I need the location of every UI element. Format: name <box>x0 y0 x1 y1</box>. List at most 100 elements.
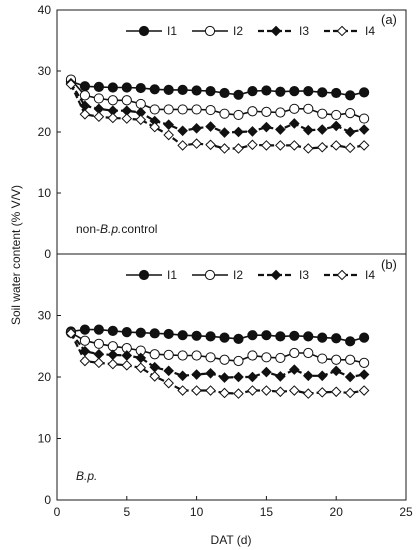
panel-b-series-I2-point <box>149 349 160 360</box>
panel-a-series-I2-point <box>303 103 314 114</box>
panel-a-series-I1-point <box>121 82 132 93</box>
panel-a-series-I1-point <box>107 82 118 93</box>
panel-a-label: (a) <box>381 12 397 27</box>
panel-b: 0 10 20 30 0 5 10 15 20 25 I1 I2 I3 I4 (b) B.p. <box>38 253 413 519</box>
panel-a-series-I4-point <box>163 129 174 141</box>
panel-b-series-I2-point <box>359 357 370 368</box>
panel-b-series-I1-point <box>289 330 300 341</box>
panel-a-y-ticks: 0 10 20 30 40 <box>38 3 61 261</box>
panel-b-series-I1-line <box>70 328 365 343</box>
panel-b-series-I2-point <box>261 352 272 363</box>
panel-b-series-I4-point <box>65 328 77 339</box>
panel-a-y-tick-label: 30 <box>38 64 52 78</box>
panel-b-x-ticks: 0 5 10 15 20 25 <box>54 496 413 519</box>
panel-a-series-I1-point <box>345 90 356 101</box>
panel-b-series-I1-point <box>163 328 174 340</box>
panel-a-series-I4-point <box>302 143 314 154</box>
panel-b-series-I4-point <box>191 385 202 396</box>
panel-a-y-tick-label: 10 <box>38 186 52 200</box>
panel-b-legend-I3-label: I3 <box>299 268 309 282</box>
panel-b-legend-I2-marker <box>204 269 216 281</box>
panel-a-legend-I4-marker <box>336 25 348 37</box>
panel-b-y-tick-label: 10 <box>38 432 52 446</box>
panel-a-legend-I1-label: I1 <box>167 24 177 38</box>
panel-b-legend-I2-label: I2 <box>233 268 243 282</box>
panel-a-series-I2-point <box>177 104 188 115</box>
panel-b-series-I1-point <box>345 336 356 347</box>
panel-a-annotation-prefix: non- <box>76 222 100 236</box>
panel-b-series-I3-point <box>316 370 328 382</box>
panel-b-y-tick-label: 20 <box>38 370 52 384</box>
panel-b-x-tick-label: 25 <box>399 505 413 519</box>
panel-a-series-I4-point <box>330 140 342 151</box>
panel-b-series-I2-point <box>303 347 314 359</box>
panel-a-series-I3-point <box>358 124 370 135</box>
panel-a-legend-I3-label: I3 <box>299 24 309 38</box>
panel-b-series-I1-point <box>247 330 258 341</box>
panel-b-series-I4-point <box>233 388 244 399</box>
panel-a-legend: I1 I2 I3 I4 <box>126 24 375 38</box>
panel-a-series-I1-point <box>233 89 244 100</box>
panel-a-series-I3-point <box>191 123 202 134</box>
panel-b-series-I2-point <box>219 354 230 365</box>
panel-b-series-I2-point <box>275 352 286 364</box>
panel-a-series-I3-point <box>247 126 258 137</box>
panel-a-series-I3-point <box>344 126 356 138</box>
panel-b-series-I1-point <box>93 324 104 335</box>
panel-b-series-I2-point <box>233 355 244 367</box>
panel-a-legend-I1-marker <box>138 25 150 37</box>
panel-a-series-I2-point <box>135 98 146 110</box>
panel-a-series-I4-point <box>149 121 161 133</box>
panel-b-series-I4-point <box>358 385 370 396</box>
panel-b-series-I3-line <box>70 332 365 379</box>
panel-a-series-I2-point <box>121 95 132 106</box>
panel-b-series-I1-point <box>233 333 244 344</box>
panel-a-series-I2-point <box>261 106 272 117</box>
panel-a-series-I4-point <box>93 111 105 123</box>
panel-a-series-I2-point <box>345 107 356 119</box>
panel-b-series-I2-point <box>107 341 118 352</box>
panel-b-x-tick-label: 15 <box>260 505 274 519</box>
panel-a-series-I1-point <box>331 87 342 99</box>
panel-a-series-I1-point <box>149 84 160 95</box>
panel-a-series-I2-point <box>163 104 174 115</box>
panel-b-series-I3-point <box>330 365 342 377</box>
panel-a-series-I4-point <box>233 143 244 154</box>
panel-b-series-I4-point <box>93 357 105 369</box>
panel-b-series-I3-point <box>191 369 202 380</box>
panel-b-series-I2-point <box>317 353 328 364</box>
panel-a-series-I3-point <box>330 120 342 132</box>
panel-b-y-tick-label: 30 <box>38 309 52 323</box>
panel-a-series-I2-point <box>247 106 258 117</box>
panel-a-series-I4-point <box>247 139 258 151</box>
panel-b-series-I4-point <box>289 385 300 396</box>
panel-b-series-I3-point <box>233 371 244 383</box>
panel-b-series-I2-point <box>289 347 300 359</box>
panel-b-series-I1-point <box>275 331 286 342</box>
panel-b-series-I2-point <box>345 354 356 365</box>
panel-a-series-I4-point <box>65 79 77 90</box>
panel-b-series-I1-point <box>135 327 146 338</box>
panel-b-series-I3-point <box>358 369 370 380</box>
panel-a-series-I1-point <box>289 86 300 97</box>
panel-a-legend-I3-marker <box>270 25 282 37</box>
panel-a-series-I4-point <box>275 140 286 151</box>
panel-b-series-I1-point <box>303 331 314 342</box>
panel-b-series-I4-point <box>205 385 216 396</box>
panel-b-series-I3-point <box>107 349 119 361</box>
panel-b-series-I2-point <box>177 350 188 361</box>
panel-b-series-I1-point <box>149 328 160 339</box>
panel-a-series-I2-point <box>93 93 104 104</box>
panel-b-series-I2-point <box>163 349 174 360</box>
panel-b-series-I1-point <box>219 332 230 343</box>
panel-b-series-I2-point <box>93 338 104 349</box>
panel-b-series-I4-line <box>70 332 365 395</box>
panel-a-y-tick-label: 40 <box>38 3 52 17</box>
panel-a-series-I4-point <box>219 143 230 154</box>
panel-b-series-I2-line <box>70 332 365 364</box>
panel-a-series-I1-line <box>70 80 365 97</box>
panel-a-series-I2-point <box>149 104 160 115</box>
panel-b-y-ticks: 0 10 20 30 <box>38 309 61 507</box>
panel-b-series-I4-point <box>177 385 188 396</box>
panel-b-series-I4-point <box>316 387 328 398</box>
